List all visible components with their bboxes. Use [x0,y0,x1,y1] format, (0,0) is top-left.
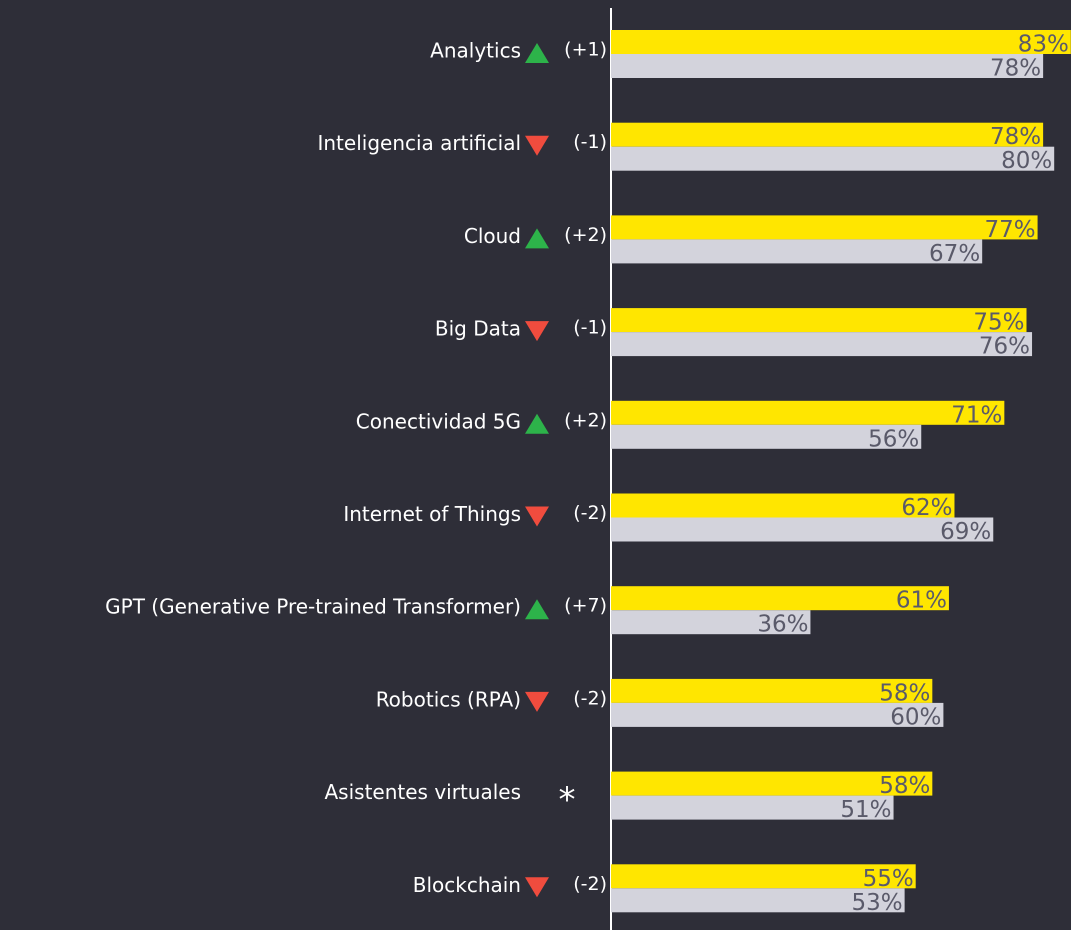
trend-icon [525,877,549,898]
category-label: Blockchain [413,873,521,897]
trend-icon [525,43,549,63]
value-label: 36% [757,612,808,638]
rank-change: (+2) [564,409,607,431]
value-label: 56% [868,426,919,452]
value-label: 77% [984,217,1035,243]
bar [611,146,1055,171]
value-label: 58% [879,680,930,706]
value-label: 60% [890,704,941,730]
trend-icon [525,506,549,527]
bar [611,308,1027,333]
value-label: 55% [863,866,914,892]
bar [611,888,905,913]
category-label: Robotics (RPA) [376,687,521,711]
rank-change: (+7) [564,595,607,617]
rank-change: (-1) [573,131,607,153]
rank-change: (+2) [564,224,607,246]
value-label: 69% [940,519,991,545]
bar [611,424,922,449]
category-label: Internet of Things [343,502,521,526]
value-label: 71% [951,402,1002,428]
value-label: 78% [990,124,1041,150]
bar [611,493,955,518]
value-label: 62% [901,495,952,521]
value-label: 78% [990,56,1041,82]
value-label: 75% [973,310,1024,336]
category-label: Analytics [430,39,521,63]
value-label: 67% [929,241,980,267]
bar [611,610,811,635]
bar [611,864,916,889]
rank-change: (-2) [573,873,607,895]
bar [611,54,1044,78]
value-label: 53% [851,890,902,916]
bar [611,400,1005,425]
value-label: 58% [879,773,930,799]
rank-change: (+1) [564,39,607,61]
rank-change: (-2) [573,687,607,709]
rank-change: * [559,780,576,820]
bar [611,332,1033,357]
trend-icon [525,321,549,342]
bar [611,239,983,264]
rank-change: (-1) [573,317,607,339]
bar [611,30,1071,54]
value-label: 80% [1001,148,1052,174]
bar [611,678,933,703]
bar [611,122,1044,147]
category-label: GPT (Generative Pre-trained Transformer) [105,595,521,619]
trend-icon [525,413,549,434]
category-label: Big Data [435,317,521,341]
value-label: 83% [1018,32,1069,58]
category-label: Inteligencia artificial [317,131,521,155]
rank-change: (-2) [573,502,607,524]
value-label: 76% [979,334,1030,360]
value-label: 51% [840,797,891,823]
bar [611,517,994,542]
bar [611,795,894,820]
bar [611,586,949,611]
category-label: Conectividad 5G [356,409,521,433]
trend-icon [525,228,549,249]
bar [611,702,944,727]
bar [611,215,1038,240]
trend-icon [525,691,549,712]
trend-icon [525,135,549,156]
trend-icon [525,599,549,620]
category-label: Cloud [464,224,521,248]
value-label: 61% [896,588,947,614]
bar [611,771,933,796]
category-label: Asistentes virtuales [325,780,522,804]
